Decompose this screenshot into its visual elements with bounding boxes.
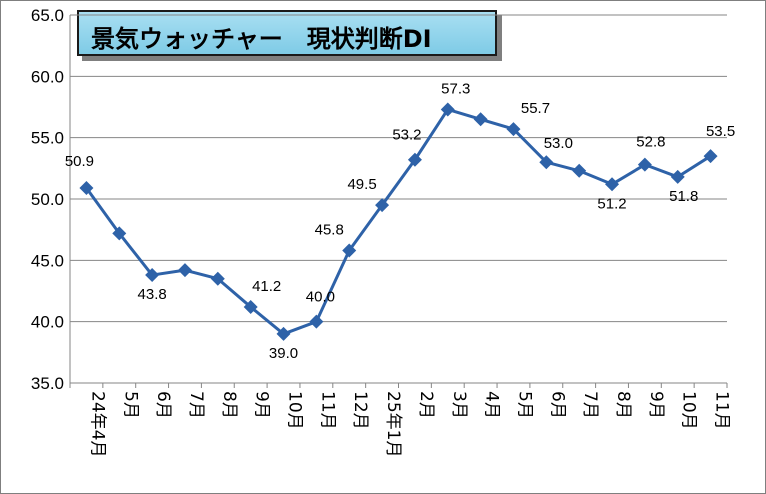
x-tick-label: 2月: [416, 391, 436, 419]
x-tick-label: 11月: [712, 391, 732, 430]
data-point: [79, 180, 94, 195]
x-tick-label: 8月: [613, 391, 633, 419]
x-tick-label: 25年1月: [383, 391, 403, 457]
data-label: 53.5: [706, 123, 735, 140]
data-label: 41.2: [252, 278, 281, 295]
data-point: [342, 243, 357, 258]
data-label: 45.8: [315, 222, 344, 239]
data-point: [506, 122, 521, 137]
data-point: [309, 314, 324, 329]
data-point: [703, 149, 718, 164]
x-tick-label: 5月: [120, 391, 140, 419]
x-tick-label: 4月: [482, 391, 502, 419]
x-tick-label: 7月: [580, 391, 600, 419]
x-tick-label: 9月: [646, 391, 666, 419]
y-tick-label: 45.0: [31, 251, 64, 270]
y-tick-label: 65.0: [31, 6, 64, 25]
data-point: [572, 163, 587, 178]
data-point: [145, 268, 160, 283]
data-label: 53.2: [392, 127, 421, 144]
data-point: [605, 177, 620, 192]
data-label: 55.7: [521, 100, 550, 117]
y-tick-label: 35.0: [31, 374, 64, 393]
chart-title-box: 景気ウォッチャー 現状判断DI: [77, 10, 497, 56]
x-tick-label: 9月: [252, 391, 272, 419]
data-label: 49.5: [347, 176, 376, 193]
x-tick-label: 6月: [547, 391, 567, 419]
y-tick-label: 60.0: [31, 67, 64, 86]
data-point: [177, 263, 192, 278]
y-tick-label: 55.0: [31, 129, 64, 148]
y-tick-label: 50.0: [31, 190, 64, 209]
data-label: 51.2: [597, 195, 626, 212]
x-tick-label: 5月: [514, 391, 534, 419]
chart-title: 景気ウォッチャー 現状判断DI: [91, 25, 432, 53]
data-point: [112, 226, 127, 241]
data-point: [440, 102, 455, 117]
x-tick-label: 11月: [317, 391, 337, 430]
data-label: 40.0: [306, 289, 335, 306]
x-tick-label: 7月: [186, 391, 206, 419]
x-tick-label: 3月: [449, 391, 469, 419]
x-tick-label: 6月: [153, 391, 173, 419]
x-tick-label: 24年4月: [87, 391, 107, 457]
data-label: 50.9: [65, 153, 94, 170]
data-label: 52.8: [636, 134, 665, 151]
data-point: [637, 157, 652, 172]
data-point: [539, 155, 554, 170]
x-tick-label: 12月: [350, 391, 370, 430]
data-label: 51.8: [669, 188, 698, 205]
data-point: [375, 198, 390, 213]
x-tick-label: 10月: [285, 391, 305, 430]
data-label: 53.0: [544, 135, 573, 152]
data-point: [243, 299, 258, 314]
data-point: [276, 326, 291, 341]
data-point: [473, 112, 488, 127]
x-tick-label: 10月: [679, 391, 699, 430]
x-tick-label: 8月: [219, 391, 239, 419]
data-label: 39.0: [269, 345, 298, 362]
data-point: [670, 169, 685, 184]
data-point: [210, 271, 225, 286]
y-tick-label: 40.0: [31, 313, 64, 332]
data-label: 43.8: [138, 286, 167, 303]
data-point: [407, 152, 422, 167]
data-label: 57.3: [441, 80, 470, 97]
